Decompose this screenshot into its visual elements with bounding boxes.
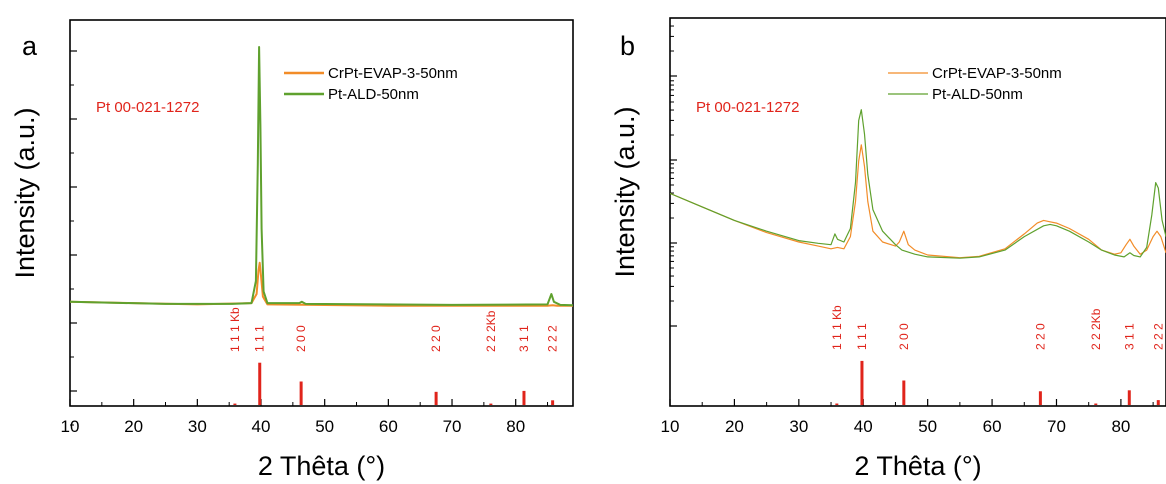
reference-peak-label: 2 2 2 [546, 325, 560, 352]
series-line-0 [70, 261, 573, 307]
reference-peak-label: 1 1 1 [855, 323, 869, 350]
reference-peak-label: 1 1 1 [253, 325, 267, 352]
curves [70, 46, 573, 307]
panel-label: b [620, 31, 635, 61]
x-axis-title: 2 Thêta (°) [258, 451, 385, 481]
reference-peak-label: 2 2 2Kb [484, 310, 498, 352]
series-line-1 [670, 109, 1166, 259]
x-tick-label: 60 [983, 417, 1002, 436]
reference-peak-label: 2 0 0 [294, 325, 308, 352]
x-tick-label: 70 [443, 417, 462, 436]
reference-card-label: Pt 00-021-1272 [696, 99, 799, 116]
x-tick-label: 70 [1047, 417, 1066, 436]
x-tick-label: 30 [188, 417, 207, 436]
x-tick-label: 10 [661, 417, 680, 436]
reference-peak-label: 2 2 0 [429, 325, 443, 352]
reference-peak-label: 2 2 2 [1151, 323, 1165, 350]
curves [670, 109, 1166, 259]
panel-a: 10 20 30 40 50 60 70 80 2 Thêta (°) Intensity (a.… [10, 19, 574, 481]
x-axis-title: 2 Thêta (°) [854, 451, 981, 481]
series-line-0 [670, 144, 1166, 259]
reference-peak-label: 2 2 2Kb [1089, 308, 1103, 350]
x-tick-label: 30 [789, 417, 808, 436]
x-tick-label: 50 [918, 417, 937, 436]
reference-peak-label: 1 1 1 Kb [830, 305, 844, 350]
legend-entry: Pt-ALD-50nm [932, 86, 1023, 103]
x-tick-label: 80 [506, 417, 525, 436]
x-tick-label: 60 [379, 417, 398, 436]
x-tick-label: 50 [315, 417, 334, 436]
legend-entry: Pt-ALD-50nm [328, 86, 419, 103]
x-tick-label: 80 [1111, 417, 1130, 436]
reference-peak-label: 3 1 1 [1122, 323, 1136, 350]
legend-entry: CrPt-EVAP-3-50nm [932, 65, 1062, 82]
reference-peak-label: 2 2 0 [1033, 323, 1047, 350]
x-tick-label: 20 [725, 417, 744, 436]
x-tick-label: 40 [252, 417, 271, 436]
series-line-1 [70, 46, 573, 307]
reference-peak-label: 2 0 0 [897, 323, 911, 350]
panel-label: a [22, 31, 38, 61]
panel-b: 10 20 30 40 50 60 70 80 2 Thêta (°) Intensity (a.… [610, 17, 1166, 481]
plot-frame [669, 17, 1166, 407]
legend-entry: CrPt-EVAP-3-50nm [328, 65, 458, 82]
reference-card-label: Pt 00-021-1272 [96, 99, 199, 116]
y-axis-title: Intensity (a.u.) [610, 106, 640, 277]
x-tick-label: 10 [61, 417, 80, 436]
plot-frame [69, 19, 574, 407]
y-axis-title: Intensity (a.u.) [10, 107, 40, 278]
reference-peak-label: 3 1 1 [517, 325, 531, 352]
x-tick-label: 20 [124, 417, 143, 436]
reference-peak-label: 1 1 1 Kb [228, 307, 242, 352]
x-tick-label: 40 [854, 417, 873, 436]
